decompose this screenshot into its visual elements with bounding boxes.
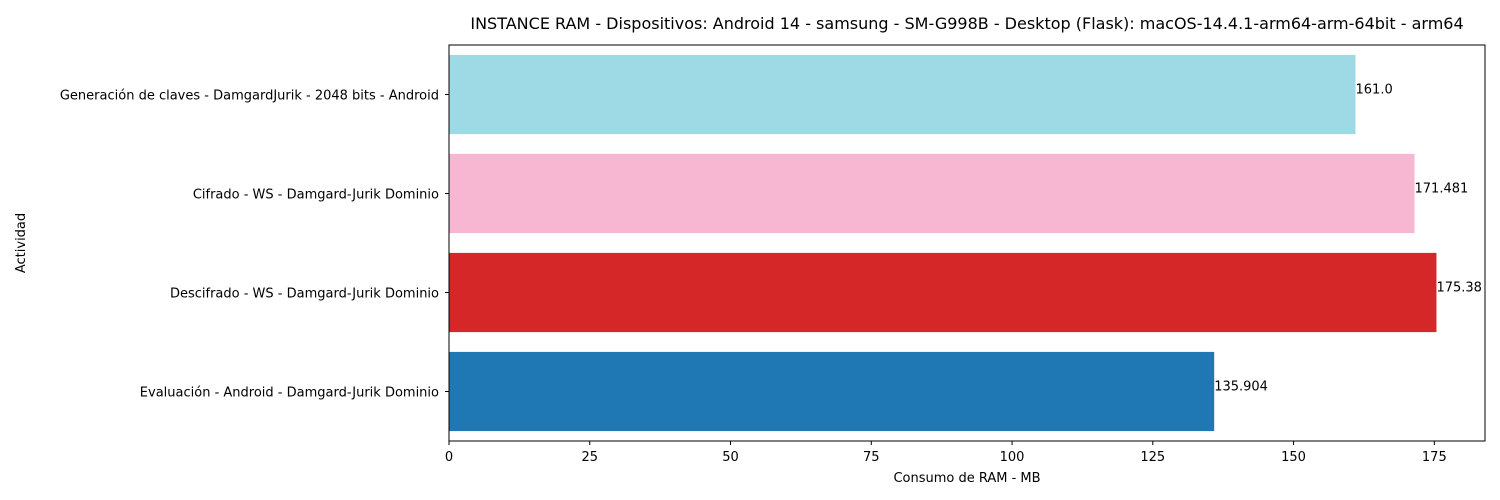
x-tick-label: 125	[1140, 450, 1165, 465]
data-label: 171.481	[1415, 182, 1469, 197]
y-tick-label: Cifrado - WS - Damgard-Jurik Dominio	[193, 188, 439, 203]
x-tick-label: 50	[722, 450, 739, 465]
y-axis-label: Actividad	[14, 213, 29, 273]
data-label: 175.38	[1436, 281, 1482, 296]
data-label: 161.0	[1356, 83, 1393, 98]
x-tick-label: 25	[581, 450, 598, 465]
x-tick-label: 150	[1281, 450, 1306, 465]
plot-frame	[448, 44, 1486, 442]
category-labels: Generación de claves - DamgardJurik - 20…	[60, 89, 449, 401]
bar-2	[449, 153, 1415, 234]
y-tick-label: Generación de claves - DamgardJurik - 20…	[60, 89, 439, 104]
bar-1	[449, 54, 1356, 135]
y-tick-label: Evaluación - Android - Damgard-Jurik Dom…	[140, 386, 439, 401]
bar-4	[449, 351, 1215, 432]
bars-group	[449, 54, 1437, 432]
x-tick-label: 75	[863, 450, 880, 465]
value-labels: 161.0 171.481 175.38 135.904	[1214, 83, 1482, 395]
chart-title: INSTANCE RAM - Dispositivos: Android 14 …	[470, 14, 1463, 33]
x-tick-label: 0	[445, 450, 453, 465]
x-axis-label: Consumo de RAM - MB	[893, 471, 1040, 486]
x-axis-ticks: 0 25 50 75 100 125 150 175	[445, 441, 1447, 465]
x-tick-label: 175	[1422, 450, 1447, 465]
y-tick-label: Descifrado - WS - Damgard-Jurik Dominio	[170, 287, 439, 302]
data-label: 135.904	[1214, 380, 1268, 395]
bar-3	[449, 252, 1437, 333]
x-tick-label: 100	[1000, 450, 1025, 465]
